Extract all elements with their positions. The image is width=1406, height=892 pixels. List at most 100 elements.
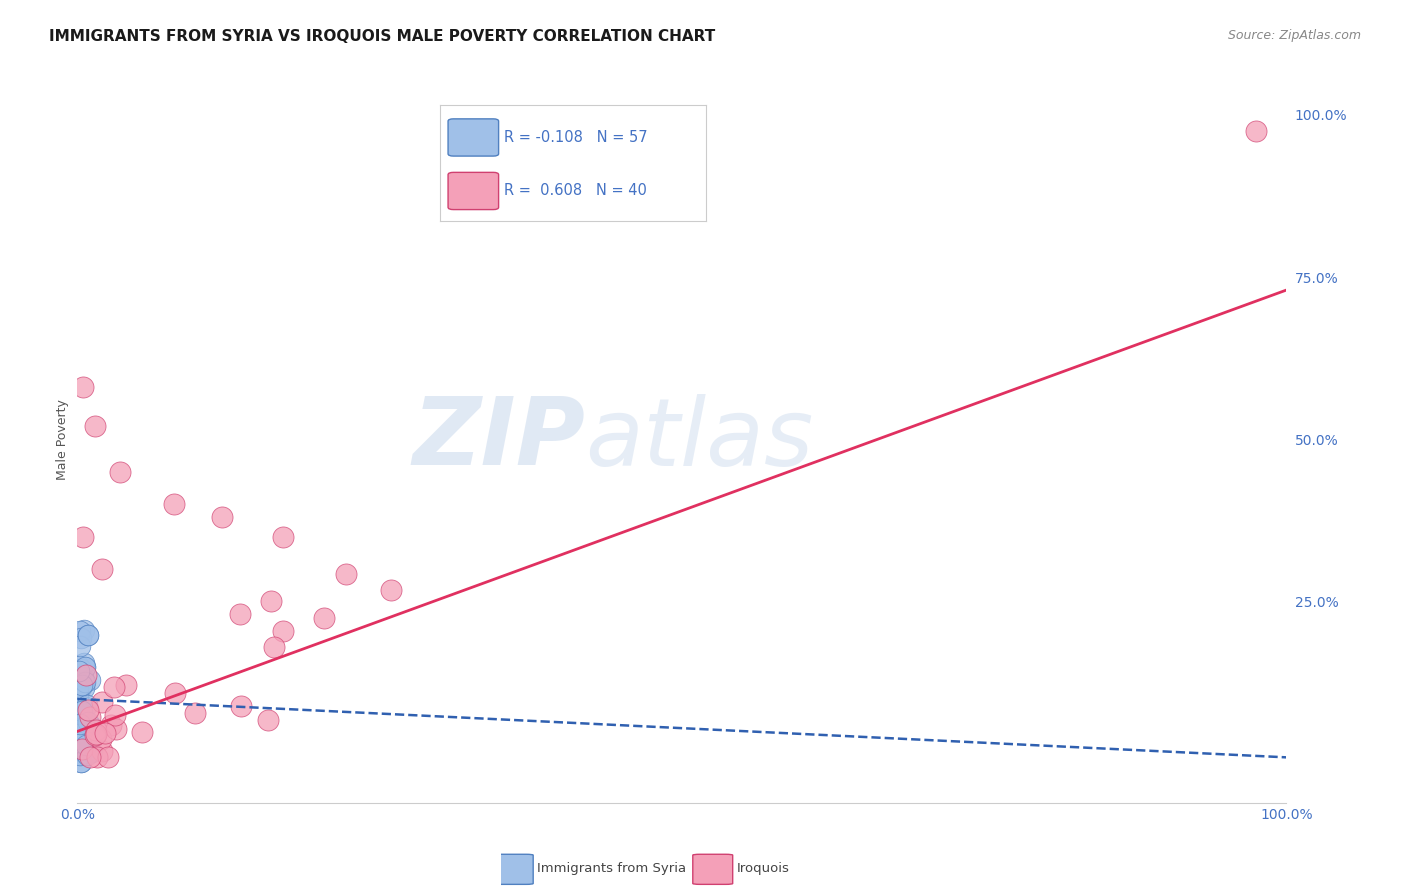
Text: IMMIGRANTS FROM SYRIA VS IROQUOIS MALE POVERTY CORRELATION CHART: IMMIGRANTS FROM SYRIA VS IROQUOIS MALE P… <box>49 29 716 44</box>
Point <box>75 668 97 682</box>
Point <box>76 748 98 763</box>
Point <box>67 735 90 749</box>
Point <box>335 567 357 582</box>
Point <box>73 719 96 733</box>
Point <box>69 669 91 683</box>
Point <box>67 704 90 718</box>
Point <box>69 662 91 676</box>
Point <box>75 713 97 727</box>
Point <box>228 607 250 622</box>
Point <box>84 723 107 737</box>
Point <box>90 732 112 747</box>
Point <box>163 497 186 511</box>
Y-axis label: Male Poverty: Male Poverty <box>56 399 69 480</box>
Point <box>77 627 100 641</box>
Point <box>211 510 233 524</box>
Point <box>66 687 89 701</box>
Point <box>312 610 335 624</box>
Point <box>163 686 186 700</box>
Point <box>90 695 112 709</box>
Text: Source: ZipAtlas.com: Source: ZipAtlas.com <box>1227 29 1361 42</box>
Point <box>75 738 97 752</box>
Point <box>82 745 104 759</box>
Point <box>75 733 97 747</box>
Point <box>69 681 91 695</box>
Point <box>76 719 98 733</box>
Point <box>72 530 94 544</box>
Point <box>77 715 100 730</box>
Point <box>67 658 90 673</box>
Point <box>67 690 90 704</box>
Point <box>108 465 131 479</box>
Point <box>70 738 93 752</box>
Point <box>84 728 107 742</box>
Point <box>1246 124 1268 138</box>
Point <box>263 640 285 655</box>
Point <box>100 718 122 732</box>
Point <box>103 680 125 694</box>
Point <box>73 660 96 674</box>
Point <box>131 724 153 739</box>
Point <box>72 704 94 718</box>
Point <box>70 631 93 645</box>
Point <box>231 698 253 713</box>
Point <box>90 562 112 576</box>
Point <box>72 742 94 756</box>
Point <box>104 707 127 722</box>
Point <box>84 419 107 434</box>
Point <box>86 750 108 764</box>
Point <box>70 704 93 718</box>
Point <box>69 725 91 739</box>
Point <box>257 713 280 727</box>
Point <box>105 722 128 736</box>
Point <box>70 699 93 714</box>
Point <box>67 679 90 693</box>
Point <box>69 722 91 736</box>
Point <box>184 706 207 721</box>
Point <box>97 750 120 764</box>
Point <box>73 674 96 689</box>
Text: atlas: atlas <box>585 393 814 485</box>
Point <box>72 670 94 684</box>
Point <box>70 678 93 692</box>
Point <box>67 697 90 711</box>
Point <box>69 717 91 731</box>
Point <box>70 756 93 770</box>
Point <box>79 750 101 764</box>
Point <box>66 681 89 695</box>
Point <box>91 744 114 758</box>
Point <box>70 747 93 761</box>
Point <box>273 624 295 638</box>
Point <box>77 628 100 642</box>
Point <box>67 664 90 678</box>
Point <box>84 727 107 741</box>
Point <box>69 639 91 653</box>
Point <box>80 719 103 733</box>
Point <box>76 746 98 760</box>
Point <box>80 745 103 759</box>
Point <box>70 755 93 769</box>
Point <box>79 673 101 688</box>
Point <box>66 726 89 740</box>
Point <box>72 731 94 746</box>
Point <box>73 656 96 670</box>
Point <box>380 582 402 597</box>
Point <box>93 725 115 739</box>
Point <box>73 623 96 637</box>
Point <box>115 678 138 692</box>
Point <box>73 675 96 690</box>
Point <box>259 593 281 607</box>
Point <box>72 741 94 756</box>
Point <box>77 703 100 717</box>
Point <box>69 709 91 723</box>
Text: ZIP: ZIP <box>412 393 585 485</box>
Point <box>69 747 91 762</box>
Point <box>73 660 96 674</box>
Point <box>75 730 97 744</box>
Point <box>70 737 93 751</box>
Point <box>76 698 98 712</box>
Point <box>79 710 101 724</box>
Point <box>69 624 91 639</box>
Point <box>72 380 94 394</box>
Point <box>73 746 96 760</box>
